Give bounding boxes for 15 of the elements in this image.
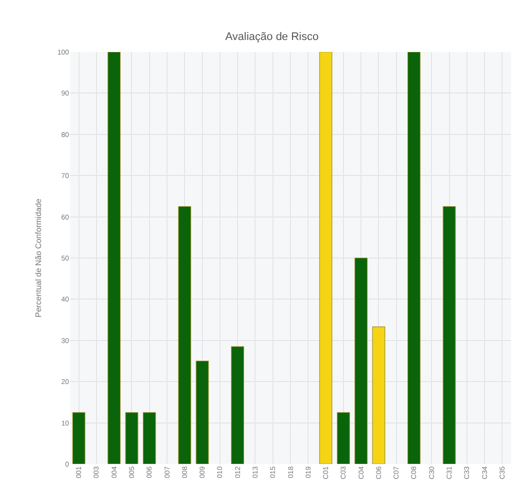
bar bbox=[442, 206, 456, 464]
bar bbox=[142, 412, 156, 464]
bar bbox=[231, 346, 244, 464]
y-axis-title: Percentual de Não Conformidade bbox=[34, 198, 44, 318]
bar bbox=[336, 412, 350, 464]
chart-title: Avaliação de Risco bbox=[225, 30, 319, 43]
bar bbox=[72, 412, 86, 464]
bar bbox=[372, 326, 386, 464]
bar bbox=[108, 52, 121, 464]
bar bbox=[354, 258, 368, 464]
bar bbox=[408, 52, 420, 464]
bar bbox=[196, 360, 209, 464]
bar bbox=[125, 412, 138, 464]
bar bbox=[319, 52, 332, 464]
bar bbox=[178, 206, 192, 464]
